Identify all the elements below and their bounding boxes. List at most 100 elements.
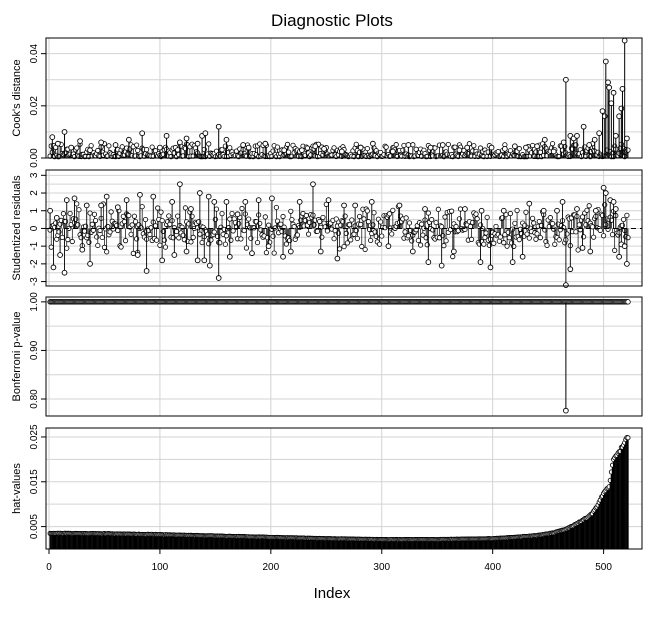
residual-point (354, 235, 360, 242)
residual-point (376, 241, 383, 247)
residual-point (362, 246, 368, 253)
residual-point (435, 206, 441, 212)
cook-point (512, 143, 518, 150)
residual-point (241, 227, 247, 234)
cook-point (312, 143, 319, 150)
residual-point (215, 275, 222, 281)
residual-point (270, 233, 276, 239)
residual-point (443, 238, 449, 244)
cook-point (608, 100, 615, 107)
residual-point (249, 250, 255, 257)
residual-point (239, 205, 245, 212)
residual-point (484, 214, 490, 220)
cook-point (401, 142, 407, 149)
residual-point (126, 212, 132, 219)
residual-point (549, 220, 556, 227)
residual-point (262, 214, 268, 220)
residual-point (478, 207, 485, 214)
cook-point (77, 138, 83, 144)
residual-point (120, 213, 126, 219)
residual-point (97, 227, 103, 234)
residual-point (356, 213, 363, 220)
residual-point (422, 206, 428, 212)
cook-point (61, 129, 68, 135)
cook-point (621, 37, 628, 44)
y-tick-label: 0.04 (29, 43, 40, 63)
y-tick-label: -2 (29, 259, 40, 268)
residual-point (609, 231, 616, 238)
residual-point (491, 240, 497, 246)
residual-point (537, 235, 543, 241)
panel-frame (45, 296, 643, 417)
residual-point (591, 234, 597, 240)
residual-point (99, 234, 105, 241)
residual-point (586, 203, 592, 209)
panels-group: 0.00 0.02 0.04 Cook's distance -3 -2 -1 0 1 2 3 Stu… (11, 37, 643, 550)
residual-point (531, 220, 537, 226)
residual-point (76, 207, 82, 213)
residual-point (177, 181, 183, 188)
residual-point (453, 223, 459, 230)
cook-point (574, 132, 580, 139)
cook-point (274, 144, 281, 150)
data-marks (46, 181, 642, 288)
residual-point (396, 202, 403, 209)
residual-point (194, 257, 201, 264)
residual-point (159, 257, 165, 264)
residual-point (576, 222, 582, 228)
cook-point (126, 136, 132, 143)
residual-point (180, 232, 186, 238)
residual-point (61, 269, 68, 276)
residual-point (242, 199, 249, 205)
residual-point (265, 243, 272, 250)
residual-point (205, 193, 212, 200)
residual-point (71, 195, 78, 202)
residual-point (159, 217, 165, 224)
residual-point (405, 233, 411, 239)
residual-point (137, 191, 143, 198)
y-axis-label: Cook's distance (11, 59, 23, 136)
residual-point (60, 211, 67, 217)
residual-point (403, 215, 409, 221)
residual-point (349, 217, 355, 223)
residual-point (320, 214, 326, 221)
residual-point (303, 212, 309, 219)
residual-point (103, 193, 110, 200)
residual-point (287, 248, 294, 255)
residual-point (473, 211, 479, 217)
residual-point (536, 218, 542, 225)
residual-point (227, 216, 233, 222)
residual-point (211, 229, 217, 235)
residual-point (530, 215, 536, 221)
cook-point (308, 152, 314, 158)
residual-point (226, 253, 233, 260)
panel-frame (45, 427, 643, 550)
residual-point (538, 222, 545, 229)
cook-point (135, 147, 141, 154)
cook-point (383, 144, 389, 150)
residual-point (372, 229, 378, 235)
residual-point (481, 241, 487, 247)
cook-point (586, 142, 593, 148)
panel-3: 0.80 0.90 1.00 Bonferroni p-value (11, 292, 643, 417)
y-tick-label: 3 (29, 172, 40, 178)
residual-point (273, 204, 279, 211)
y-tick-label: 0.80 (29, 389, 40, 409)
residual-point (612, 247, 618, 253)
residual-point (364, 208, 370, 214)
cook-point (530, 142, 536, 149)
residual-point (223, 199, 230, 205)
residual-point (334, 255, 341, 262)
residual-point (390, 207, 396, 213)
residual-point (616, 253, 622, 260)
x-axis-label: Index (314, 585, 351, 602)
cook-point (605, 79, 611, 86)
residual-point (121, 219, 128, 225)
residual-point (132, 219, 139, 225)
residual-point (108, 209, 114, 215)
residual-point (462, 206, 468, 212)
residual-point (211, 199, 218, 205)
residual-point (379, 233, 385, 239)
y-axis-label: Bonferroni p-value (11, 312, 23, 402)
cook-point (612, 132, 619, 139)
